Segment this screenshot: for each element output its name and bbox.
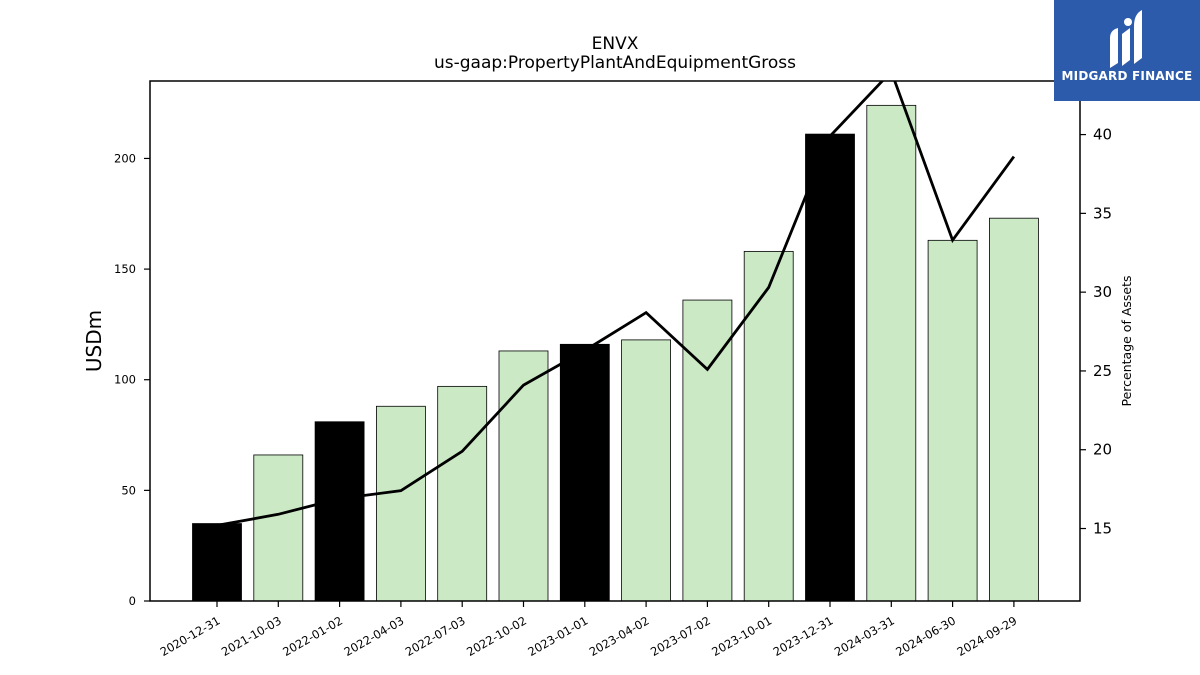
- x-tick-label: 2022-07-03: [403, 613, 468, 659]
- y2-tick-label: 35: [1093, 204, 1112, 222]
- y2-tick-label: 30: [1093, 283, 1112, 301]
- y2-tick-label: 20: [1093, 441, 1112, 459]
- y-tick-label: 150: [114, 262, 136, 276]
- x-tick-label: 2023-07-02: [648, 613, 713, 659]
- line-series: [216, 81, 1016, 527]
- plot-frame: [149, 80, 1081, 602]
- y-axis-label: USDm: [82, 310, 106, 372]
- bar-2022-01-02: [314, 421, 365, 602]
- bar-2023-04-02: [621, 339, 671, 602]
- bar-2022-10-02: [498, 350, 549, 602]
- x-tick-label: 2024-06-30: [893, 613, 958, 659]
- y2-tick-label: 25: [1093, 362, 1112, 380]
- x-tick-label: 2023-12-31: [771, 613, 836, 659]
- chart-subtitle: us-gaap:PropertyPlantAndEquipmentGross: [434, 53, 796, 73]
- x-tick-label: 2022-04-03: [342, 613, 407, 659]
- y-tick-label: 50: [121, 483, 136, 497]
- line-percentage-of-assets: [216, 81, 1016, 527]
- bar-2023-10-01: [743, 250, 794, 602]
- y2-axis-label: Percentage of Assets: [1119, 276, 1134, 407]
- x-axis-ticks: 2020-12-312021-10-032022-01-022022-04-03…: [158, 601, 1020, 659]
- x-tick-label: 2022-10-02: [464, 613, 529, 659]
- bar-2024-03-31: [866, 104, 917, 602]
- bar-2024-06-30: [927, 239, 978, 602]
- bar-2021-10-03: [253, 454, 304, 602]
- x-tick-label: 2023-04-02: [587, 613, 652, 659]
- bar-series: [192, 104, 1039, 602]
- midgard-finance-logo: MIDGARD FINANCE: [1054, 0, 1200, 101]
- left-axis-ticks: 0 50 100 150 200: [114, 151, 150, 608]
- bar-2023-12-31: [805, 133, 855, 602]
- y2-tick-label: 40: [1093, 126, 1112, 144]
- bar-2023-07-02: [682, 299, 733, 602]
- bar-2020-12-31: [192, 523, 242, 602]
- x-tick-label: 2023-01-01: [525, 613, 590, 659]
- y-tick-label: 200: [114, 151, 136, 165]
- x-tick-label: 2020-12-31: [158, 613, 223, 659]
- x-tick-label: 2024-09-29: [955, 613, 1020, 659]
- logo-text: MIDGARD FINANCE: [1061, 69, 1193, 83]
- y-tick-label: 100: [114, 373, 136, 387]
- x-tick-label: 2022-01-02: [280, 613, 345, 659]
- x-tick-label: 2024-03-31: [832, 613, 897, 659]
- bar-2023-01-01: [559, 343, 610, 602]
- chart-title: ENVX: [592, 34, 639, 54]
- y-tick-label: 0: [129, 594, 136, 608]
- right-axis-ticks: 15 20 25 30 35 40: [1080, 126, 1112, 538]
- y2-tick-label: 15: [1093, 520, 1112, 538]
- x-tick-label: 2021-10-03: [219, 613, 284, 659]
- bar-2024-09-29: [989, 217, 1039, 602]
- logo-mark-icon: [1110, 10, 1142, 68]
- bar-2022-07-03: [437, 385, 488, 602]
- bar-2022-04-03: [375, 405, 426, 602]
- x-tick-label: 2023-10-01: [709, 613, 774, 659]
